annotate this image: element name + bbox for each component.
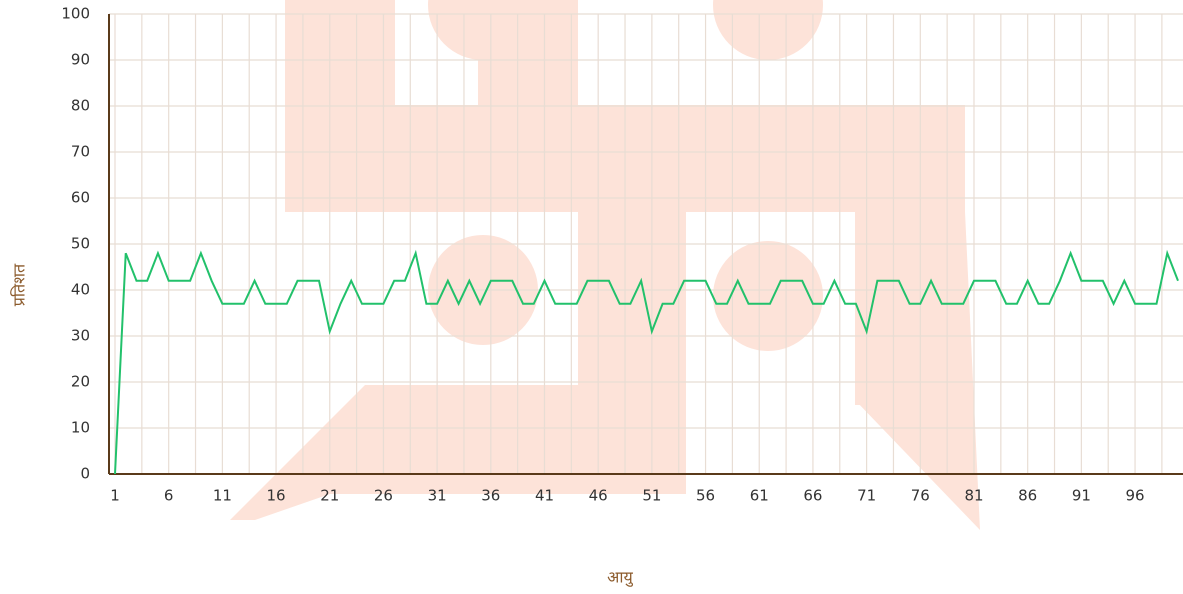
y-tick-label: 40 — [71, 281, 90, 299]
x-tick-label: 71 — [857, 487, 876, 505]
y-tick-label: 100 — [61, 5, 90, 23]
y-tick-label: 10 — [71, 419, 90, 437]
x-tick-label: 56 — [696, 487, 715, 505]
x-tick-label: 76 — [911, 487, 930, 505]
x-tick-label: 81 — [964, 487, 983, 505]
x-tick-label: 66 — [803, 487, 822, 505]
y-tick-label: 20 — [71, 373, 90, 391]
y-tick-label: 80 — [71, 97, 90, 115]
x-tick-label: 26 — [374, 487, 393, 505]
x-tick-label: 91 — [1072, 487, 1091, 505]
y-tick-label: 70 — [71, 143, 90, 161]
x-tick-label: 41 — [535, 487, 554, 505]
y-tick-label: 60 — [71, 189, 90, 207]
chart: आयु प्रतिशत 0102030405060708090100161116… — [0, 0, 1183, 594]
x-tick-label: 86 — [1018, 487, 1037, 505]
x-tick-label: 21 — [320, 487, 339, 505]
x-tick-label: 36 — [481, 487, 500, 505]
x-tick-label: 96 — [1126, 487, 1145, 505]
x-tick-label: 51 — [642, 487, 661, 505]
y-tick-label: 50 — [71, 235, 90, 253]
x-axis-title: आयु — [607, 568, 634, 588]
y-tick-label: 30 — [71, 327, 90, 345]
x-tick-label: 1 — [110, 487, 120, 505]
y-tick-label: 0 — [80, 465, 90, 483]
x-tick-label: 6 — [164, 487, 174, 505]
x-tick-label: 16 — [267, 487, 286, 505]
y-axis-title: प्रतिशत — [10, 263, 29, 306]
x-tick-label: 31 — [428, 487, 447, 505]
y-tick-label: 90 — [71, 51, 90, 69]
x-tick-label: 11 — [213, 487, 232, 505]
x-tick-label: 46 — [589, 487, 608, 505]
watermark — [230, 0, 980, 530]
x-tick-label: 61 — [750, 487, 769, 505]
